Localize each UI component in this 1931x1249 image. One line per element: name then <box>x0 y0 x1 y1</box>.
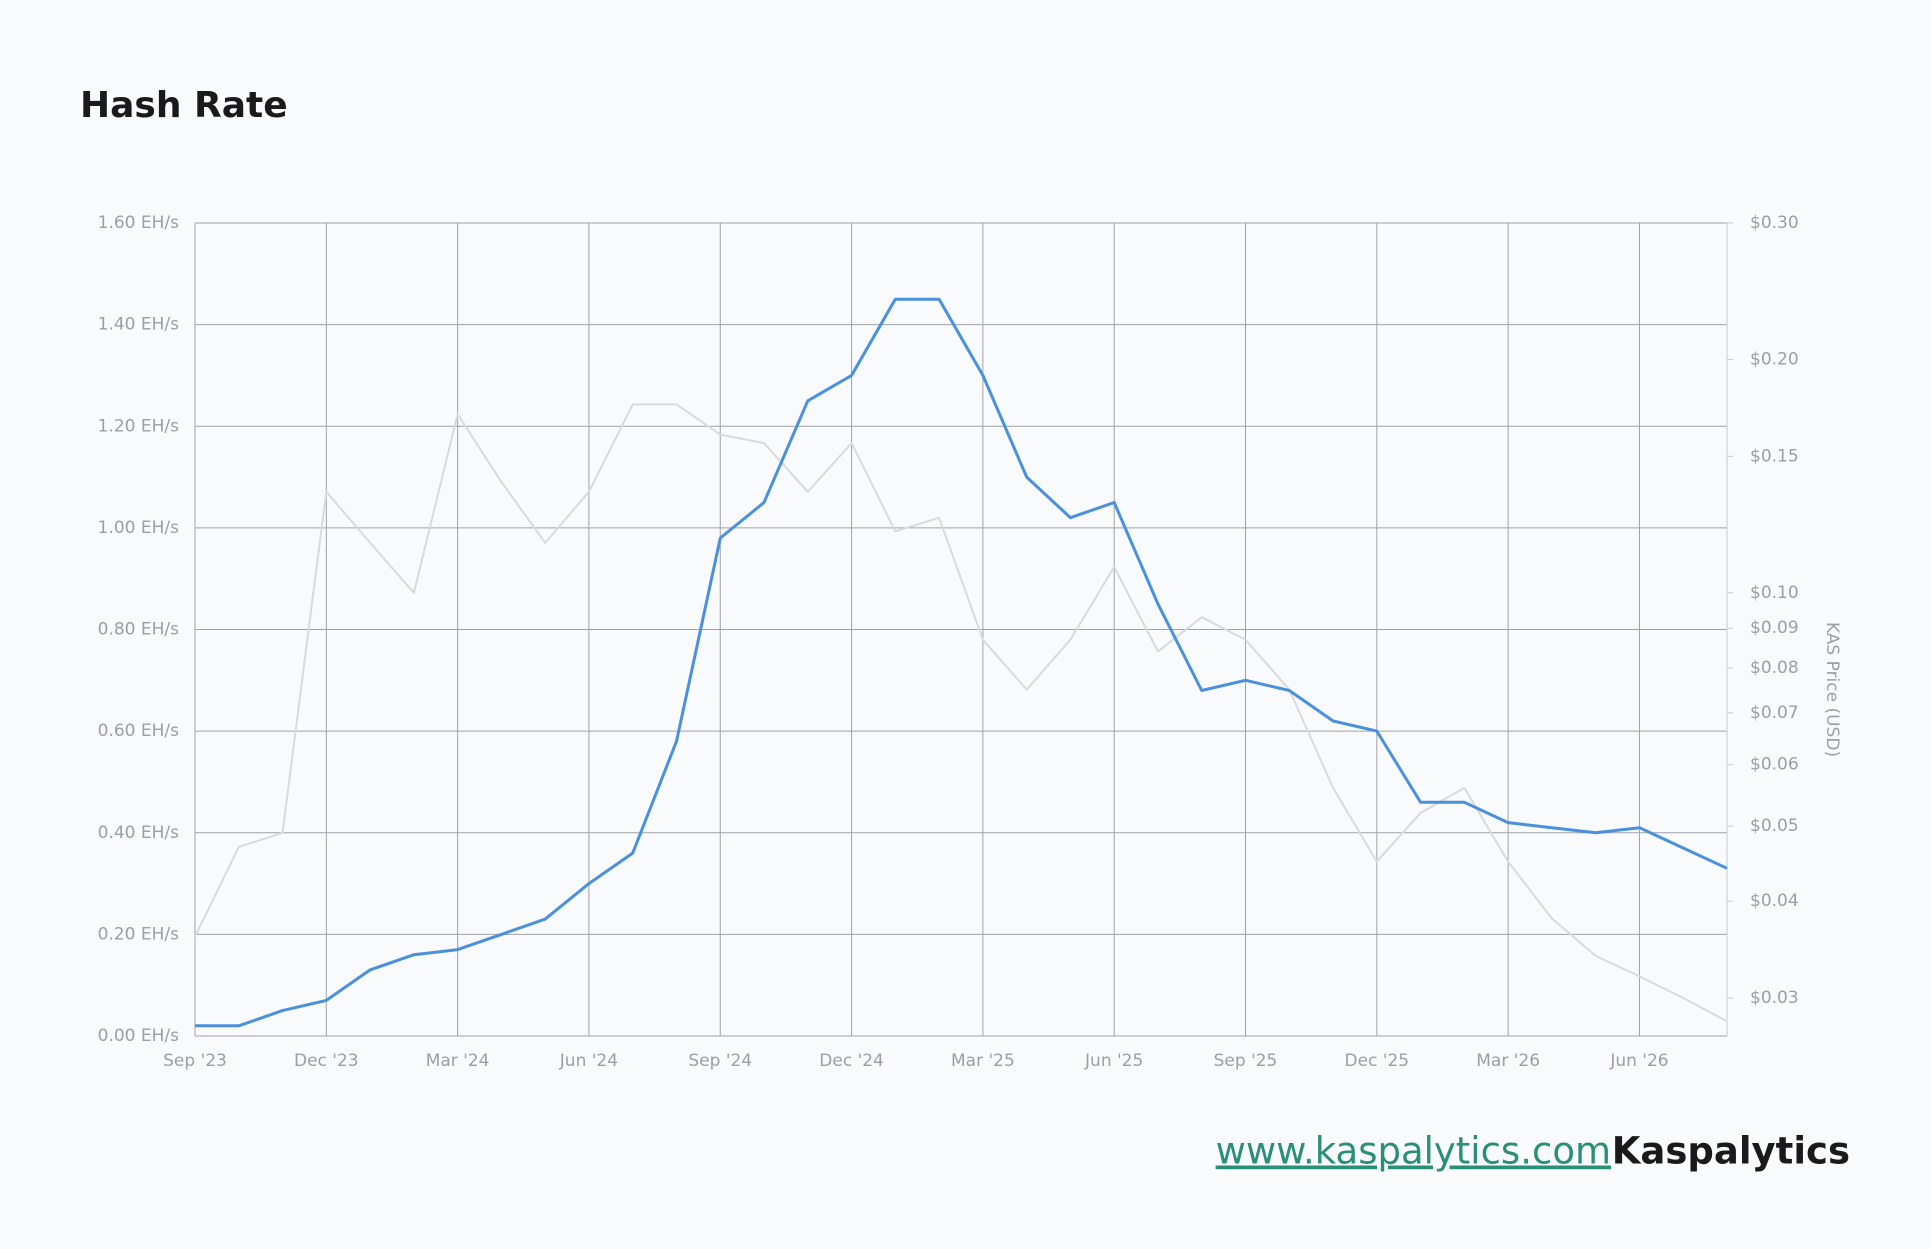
y2-tick-label: $0.20 <box>1750 349 1799 369</box>
x-tick-label: Jun '26 <box>1609 1051 1668 1071</box>
y2-tick-label: $0.03 <box>1750 988 1799 1008</box>
x-tick-label: Jun '25 <box>1084 1051 1143 1071</box>
y2-tick-label: $0.07 <box>1750 703 1799 723</box>
site-link[interactable]: www.kaspalytics.com <box>1216 1130 1611 1173</box>
y-tick-label: 1.60 EH/s <box>98 213 180 233</box>
x-tick-label: Mar '25 <box>951 1051 1015 1071</box>
y2-tick-label: $0.10 <box>1750 583 1799 603</box>
y2-tick-label: $0.15 <box>1750 446 1799 466</box>
x-tick-label: Mar '26 <box>1476 1051 1540 1071</box>
y2-tick-label: $0.05 <box>1750 816 1799 836</box>
y2-tick-label: $0.04 <box>1750 891 1799 911</box>
series-line <box>195 297 1728 1028</box>
y-tick-label: 0.00 EH/s <box>98 1026 180 1046</box>
chart-title: Hash Rate <box>80 85 288 126</box>
y-tick-label: 0.20 EH/s <box>98 924 180 944</box>
x-tick-label: Sep '25 <box>1214 1051 1278 1071</box>
y-tick-label: 0.40 EH/s <box>98 823 180 843</box>
x-tick-label: Dec '24 <box>819 1051 884 1071</box>
x-tick-label: Sep '24 <box>688 1051 752 1071</box>
y2-tick-label: $0.30 <box>1750 213 1799 233</box>
y2-tick-label: $0.06 <box>1750 755 1799 775</box>
series-line <box>194 403 1728 1023</box>
y2-tick-label: $0.08 <box>1750 658 1799 678</box>
brand: Kaspalytics <box>1612 1130 1850 1173</box>
x-tick-label: Jun '24 <box>559 1051 618 1071</box>
y-tick-label: 0.60 EH/s <box>98 721 180 741</box>
x-tick-label: Dec '25 <box>1345 1051 1410 1071</box>
y2-axis-label: KAS Price (USD) <box>1822 622 1842 757</box>
y-tick-label: 1.00 EH/s <box>98 518 180 538</box>
x-tick-label: Sep '23 <box>163 1051 227 1071</box>
y-tick-label: 1.20 EH/s <box>98 416 180 436</box>
y-tick-label: 0.80 EH/s <box>98 620 180 640</box>
x-tick-label: Mar '24 <box>426 1051 490 1071</box>
y2-tick-label: $0.09 <box>1750 618 1799 638</box>
y-tick-label: 1.40 EH/s <box>98 315 180 335</box>
x-tick-label: Dec '23 <box>294 1051 359 1071</box>
